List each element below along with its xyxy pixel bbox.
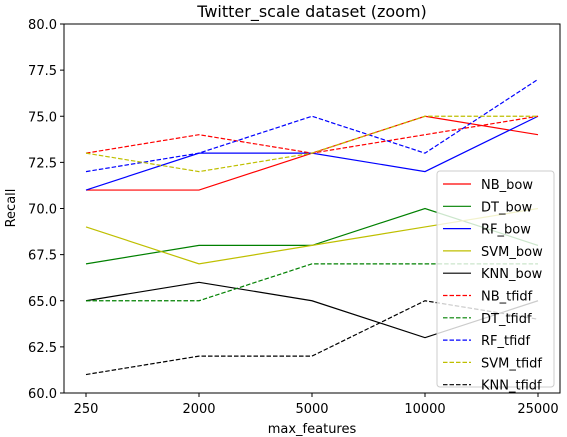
legend-label-NB_bow: NB_bow (481, 178, 533, 193)
y-tick-label-65.0: 65.0 (28, 295, 57, 310)
series-line-SVM_tfidf (86, 116, 538, 171)
legend-label-SVM_tfidf: SVM_tfidf (481, 356, 542, 371)
y-tick-label-80.0: 80.0 (28, 18, 57, 33)
legend-label-SVM_bow: SVM_bow (481, 245, 543, 260)
y-tick-label-72.5: 72.5 (28, 156, 57, 171)
y-axis-title: Recall (4, 189, 19, 228)
series-line-RF_tfidf (86, 79, 538, 171)
legend-label-RF_tfidf: RF_tfidf (481, 334, 531, 349)
y-tick-label-62.5: 62.5 (28, 341, 57, 356)
y-axis: 60.0 62.5 65.0 67.5 70.0 72.5 75.0 77.5 80.0 (28, 18, 64, 402)
x-tick-label-2000: 2000 (182, 402, 215, 417)
legend-label-NB_tfidf: NB_tfidf (481, 290, 533, 305)
x-tick-label-10000: 10000 (404, 402, 445, 417)
chart-title: Twitter_scale dataset (zoom) (196, 2, 427, 22)
y-tick-label-67.5: 67.5 (28, 249, 57, 264)
y-tick-label-77.5: 77.5 (28, 64, 57, 79)
legend-label-DT_bow: DT_bow (481, 200, 533, 215)
x-tick-label-5000: 5000 (295, 402, 328, 417)
legend-label-KNN_bow: KNN_bow (481, 267, 543, 282)
x-axis: 250 2000 5000 10000 25000 (74, 393, 559, 417)
x-tick-label-250: 250 (74, 402, 99, 417)
legend: NB_bow DT_bow RF_bow SVM_bow KNN_bow NB_tfidf… (437, 171, 554, 394)
y-tick-label-70.0: 70.0 (28, 203, 57, 218)
legend-label-KNN_tfidf: KNN_tfidf (481, 379, 542, 394)
legend-label-RF_bow: RF_bow (481, 223, 531, 238)
y-tick-label-75.0: 75.0 (28, 110, 57, 125)
x-axis-title: max_features (268, 422, 357, 437)
y-tick-label-60.0: 60.0 (28, 387, 57, 402)
legend-label-DT_tfidf: DT_tfidf (481, 312, 532, 327)
series-line-NB_tfidf (86, 116, 538, 153)
x-tick-label-25000: 25000 (517, 402, 558, 417)
